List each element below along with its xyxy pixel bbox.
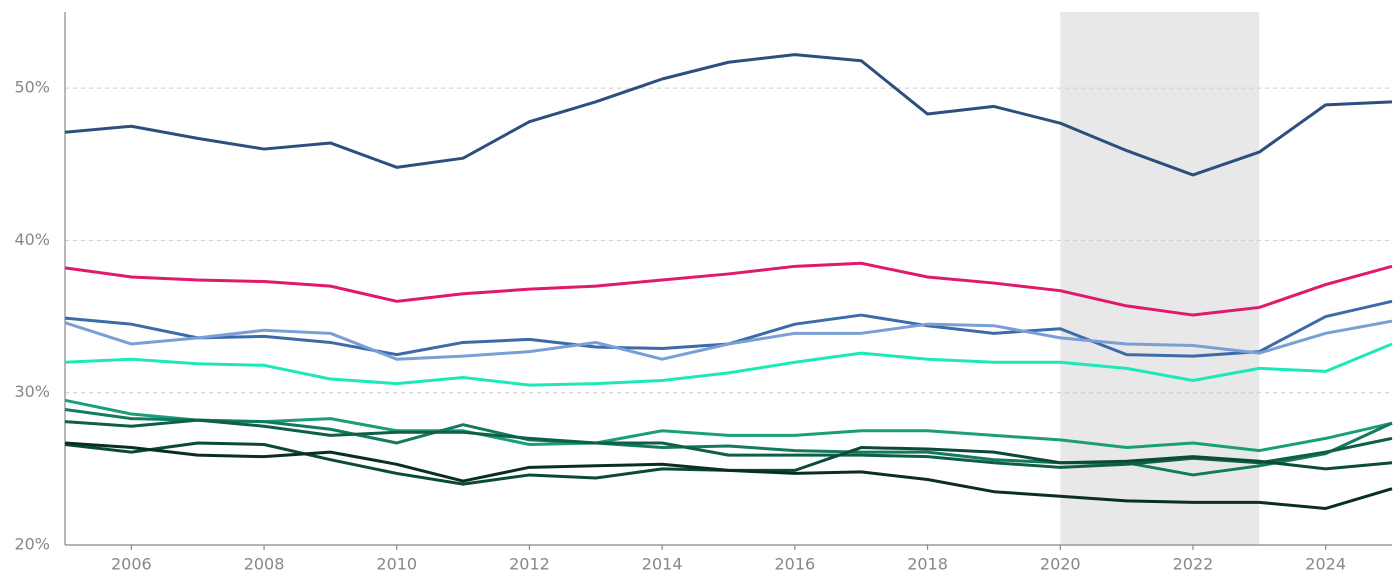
line-series: [64, 53, 1393, 177]
x-tick-label: 2022: [1173, 555, 1214, 574]
line-series: [64, 261, 1393, 317]
x-tick-label: 2020: [1040, 555, 1081, 574]
x-tick-label: 2016: [774, 555, 815, 574]
highlight-band: [1060, 12, 1260, 545]
line-series: [64, 441, 1393, 510]
x-tick-label: 2012: [509, 555, 550, 574]
line-series: [64, 398, 1393, 453]
x-tick-label: 2008: [244, 555, 285, 574]
x-tick-label: 2018: [907, 555, 948, 574]
line-series: [64, 342, 1393, 387]
line-series: [64, 319, 1393, 361]
x-tick-label: 2010: [376, 555, 417, 574]
x-tick-label: 2014: [642, 555, 683, 574]
line-series: [64, 407, 1393, 477]
x-tick-label: 2024: [1305, 555, 1346, 574]
y-tick-label: 30%: [14, 382, 50, 401]
y-tick-label: 50%: [14, 78, 50, 97]
x-tick-label: 2006: [111, 555, 152, 574]
y-tick-label: 20%: [14, 535, 50, 554]
y-tick-label: 40%: [14, 230, 50, 249]
line-series: [64, 418, 1393, 469]
